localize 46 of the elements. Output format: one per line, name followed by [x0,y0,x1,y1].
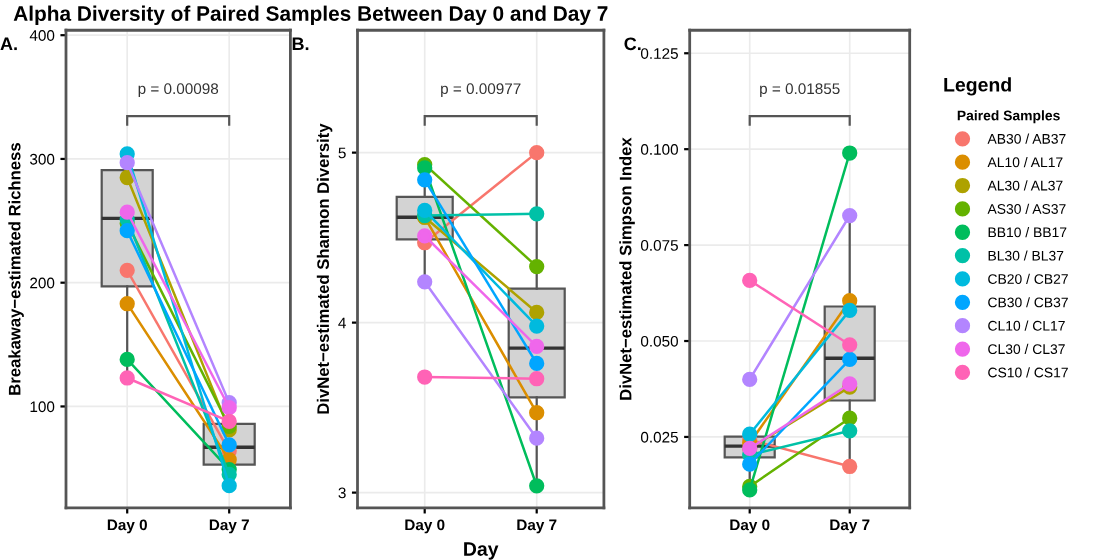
point [529,371,545,387]
point [529,338,545,355]
point [221,413,237,429]
chart-subtitle: C. [624,37,641,51]
point [119,155,135,171]
point [119,262,135,278]
point [221,478,237,494]
point [221,400,237,416]
point [742,456,758,472]
point [417,172,433,188]
point [529,355,545,372]
chart-subtitle: A. [0,37,17,51]
point [119,351,135,368]
point [842,145,858,161]
point [742,371,758,388]
point [417,274,433,290]
point [842,302,858,318]
point [119,370,135,386]
point [529,304,545,321]
point [842,337,858,353]
point [417,228,433,244]
point [529,206,545,222]
point [742,426,758,442]
point [842,458,858,475]
chart-title: Alpha Diversity of Paired Samples Between Day 0 and Day 7 [13,5,608,26]
point [742,272,758,289]
point [417,369,433,385]
point [529,405,545,421]
point [119,223,135,239]
point [529,478,545,494]
y-axis-title: DivNet−estimated Simpson Index [619,137,635,400]
point [842,410,858,426]
point [529,430,545,446]
y-axis-title: DivNet−estimated Shannon Diversity [316,123,333,414]
point [529,318,545,334]
point [119,204,135,220]
point [119,296,135,312]
point [529,258,545,275]
point [529,144,545,161]
point [842,207,858,224]
point [842,423,858,439]
chart-subtitle: B. [292,37,309,51]
y-axis-title: Breakaway−estimated Richness [8,143,24,395]
x-axis-title: Day [464,542,499,560]
text: Legend [944,77,1011,96]
point [842,351,858,368]
